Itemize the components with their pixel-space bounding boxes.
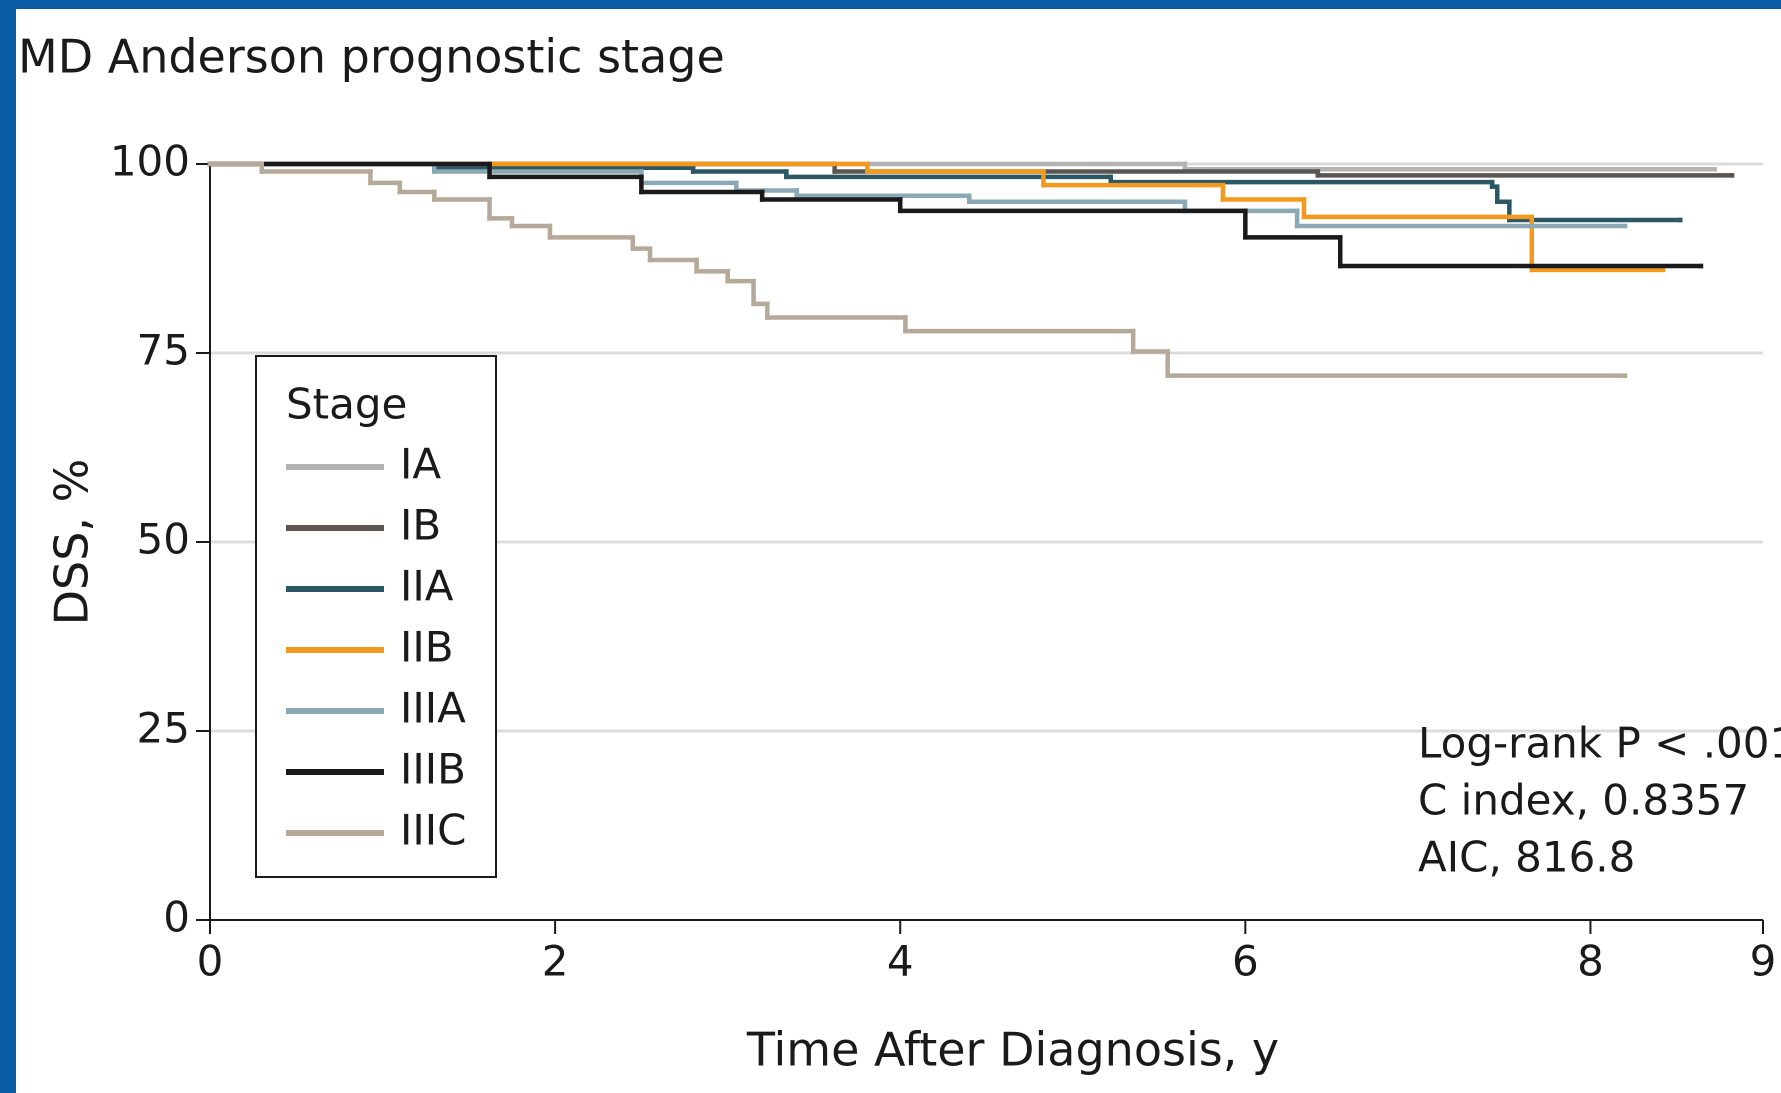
annotation: Log-rank P < .001 <box>1418 719 1781 768</box>
y-tick-label: 50 <box>137 515 190 564</box>
legend-label: IIA <box>400 562 454 611</box>
series-6 <box>207 161 1628 378</box>
y-tick-label: 0 <box>163 893 190 942</box>
annotation: C index, 0.8357 <box>1418 776 1749 825</box>
legend-label: IIIB <box>400 745 466 794</box>
y-axis-label: DSS, % <box>45 459 99 626</box>
x-tick-label: 2 <box>542 937 569 986</box>
legend-label: IIB <box>400 623 454 672</box>
x-tick-label: 0 <box>197 937 224 986</box>
plot-area: 0 25 50 75 100 0 2 4 6 8 9 <box>110 137 1777 986</box>
top-border <box>0 0 1781 9</box>
legend-title: Stage <box>286 380 407 429</box>
left-border <box>0 0 16 1093</box>
legend-label: IB <box>400 501 441 550</box>
legend-label: IIIC <box>400 806 467 855</box>
series-3 <box>207 161 1666 273</box>
y-tick-label: 25 <box>137 704 190 753</box>
y-tick-label: 75 <box>137 326 190 375</box>
y-tick-label: 100 <box>110 137 190 186</box>
x-tick-label: 4 <box>887 937 914 986</box>
annotation: AIC, 816.8 <box>1418 833 1635 882</box>
x-tick-label: 9 <box>1750 937 1777 986</box>
series-4 <box>207 161 1628 229</box>
legend-label: IIIA <box>400 684 466 733</box>
legend-box <box>255 355 497 878</box>
x-axis-label: Time After Diagnosis, y <box>746 1023 1279 1077</box>
legend-label: IA <box>400 440 441 489</box>
series-5 <box>207 161 1704 269</box>
legend: IA IB IIA IIB IIIA IIIB IIIC <box>286 440 467 855</box>
annotations: Log-rank P < .001 C index, 0.8357 AIC, 816… <box>1418 719 1781 882</box>
chart-title: MD Anderson prognostic stage <box>18 30 725 84</box>
x-tick-label: 6 <box>1232 937 1259 986</box>
x-tick-label: 8 <box>1577 937 1604 986</box>
